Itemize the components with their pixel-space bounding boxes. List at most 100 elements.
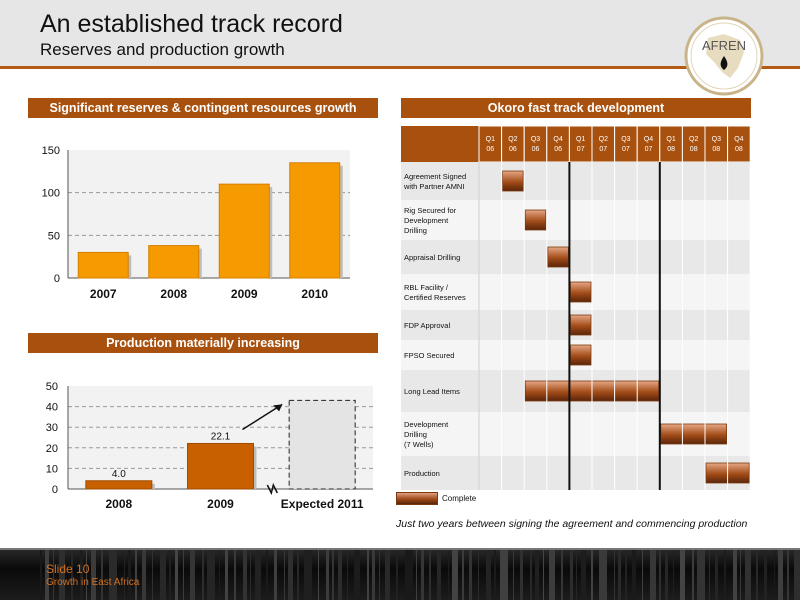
footer-stripe (372, 548, 375, 600)
bar (148, 245, 200, 279)
quarter-header (681, 126, 706, 163)
footer-stripe (80, 548, 83, 600)
quarter-year: 06 (509, 146, 517, 153)
header-rule (0, 66, 800, 69)
quarter-year: 08 (667, 146, 675, 153)
task-bar (569, 314, 592, 336)
gantt-header-corner (401, 126, 479, 162)
footer-stripe (618, 548, 621, 600)
task-label: FDP Approval (404, 321, 450, 330)
quarter-header (636, 126, 661, 163)
task-bar (524, 209, 547, 231)
footer-stripe (486, 548, 491, 600)
x-tick-label: 2008 (105, 497, 132, 511)
quarter-year: 08 (712, 146, 720, 153)
x-tick-label: 2007 (90, 287, 117, 301)
footer-stripe (778, 548, 783, 600)
footer-stripe (625, 548, 627, 600)
footer-stripe (591, 548, 593, 600)
footer-stripe (500, 548, 508, 600)
task-bar (569, 344, 592, 366)
footer-stripe (91, 548, 96, 600)
footer-stripe (632, 548, 636, 600)
task-label: FPSO Secured (404, 351, 454, 360)
quarter-header (659, 126, 683, 163)
y-tick-label: 0 (52, 484, 58, 496)
footer-stripe (128, 548, 131, 600)
footer-stripe (288, 548, 293, 600)
footer-stripe (225, 548, 228, 600)
quarter-header (568, 126, 593, 163)
task-bar (547, 246, 569, 268)
projected-bar (288, 399, 356, 490)
gantt-chart: Q1 06 Q2 06 Q3 06 Q4 06 Q1 07 Q2 07 Q3 07 Q4 07 Q1 08 Q2 08… (401, 126, 751, 490)
quarter-label: Q4 (734, 136, 743, 143)
footer: Slide 10 Growth in East Africa (0, 548, 800, 600)
footer-stripe (561, 548, 563, 600)
footer-stripe (183, 548, 184, 600)
footer-stripe (576, 548, 577, 600)
footer-stripe (45, 548, 49, 600)
footer-stripe (347, 548, 348, 600)
x-tick-label: 2009 (207, 497, 234, 511)
y-tick-label: 20 (46, 443, 58, 455)
footer-stripe (520, 548, 523, 600)
x-tick-label: 2008 (160, 287, 187, 301)
quarter-header (523, 126, 548, 163)
footer-stripe (284, 548, 285, 600)
bar (289, 162, 341, 279)
footer-stripe (385, 548, 390, 600)
reserves-chart: 0 50 100 150 2007 2008 2009 2010 (42, 145, 350, 301)
gantt-section-bar: Okoro fast track development (401, 98, 751, 118)
footer-stripe (338, 548, 342, 600)
footer-stripe (740, 548, 741, 600)
footer-stripe (494, 548, 496, 600)
task-label: (7 Wells) (404, 440, 434, 449)
footer-stripe (59, 548, 65, 600)
quarter-year: 07 (577, 146, 585, 153)
footer-stripe (787, 548, 789, 600)
footer-stripe (764, 548, 767, 600)
quarter-year: 07 (599, 146, 607, 153)
footer-stripe (396, 548, 398, 600)
quarter-label: Q2 (508, 136, 517, 143)
logo-text: AFREN (702, 38, 746, 53)
footer-stripe (724, 548, 726, 600)
footer-stripe (421, 548, 424, 600)
x-tick-label: Expected 2011 (281, 497, 364, 511)
x-tick-label: 2009 (231, 287, 258, 301)
task-label: Rig Secured for (404, 206, 457, 215)
footer-stripe (243, 548, 247, 600)
footer-stripe (733, 548, 737, 600)
bar (218, 183, 270, 279)
footer-stripe (234, 548, 236, 600)
footer-stripe (429, 548, 431, 600)
footer-stripe (135, 548, 137, 600)
footer-stripe (437, 548, 441, 600)
footer-stripe (673, 548, 674, 600)
quarter-label: Q2 (689, 136, 698, 143)
task-label: Drilling (404, 226, 427, 235)
quarter-label: Q3 (531, 136, 540, 143)
footer-text: Growth in East Africa (46, 577, 140, 588)
footer-stripes (40, 548, 800, 600)
footer-stripe (109, 548, 117, 600)
quarter-header (704, 126, 729, 163)
task-label: RBL Facility / (404, 283, 449, 292)
footer-stripe (756, 548, 758, 600)
growth-arrow (242, 403, 283, 431)
footer-stripe (354, 548, 360, 600)
footer-stripe (367, 548, 369, 600)
footer-stripe (745, 548, 751, 600)
footer-stripe (405, 548, 413, 600)
footer-stripe (581, 548, 586, 600)
footer-stripe (304, 548, 312, 600)
footer-stripe (250, 548, 251, 600)
footer-stripe (535, 548, 539, 600)
footer-stripe (71, 548, 73, 600)
legend-label: Complete (442, 494, 477, 503)
quarter-year: 07 (645, 146, 653, 153)
quarter-label: Q1 (486, 136, 495, 143)
footer-stripe (697, 548, 705, 600)
production-chart: 0 10 20 30 40 50 4.0 2008 22.1 2009 Expected 2011 (46, 381, 373, 511)
